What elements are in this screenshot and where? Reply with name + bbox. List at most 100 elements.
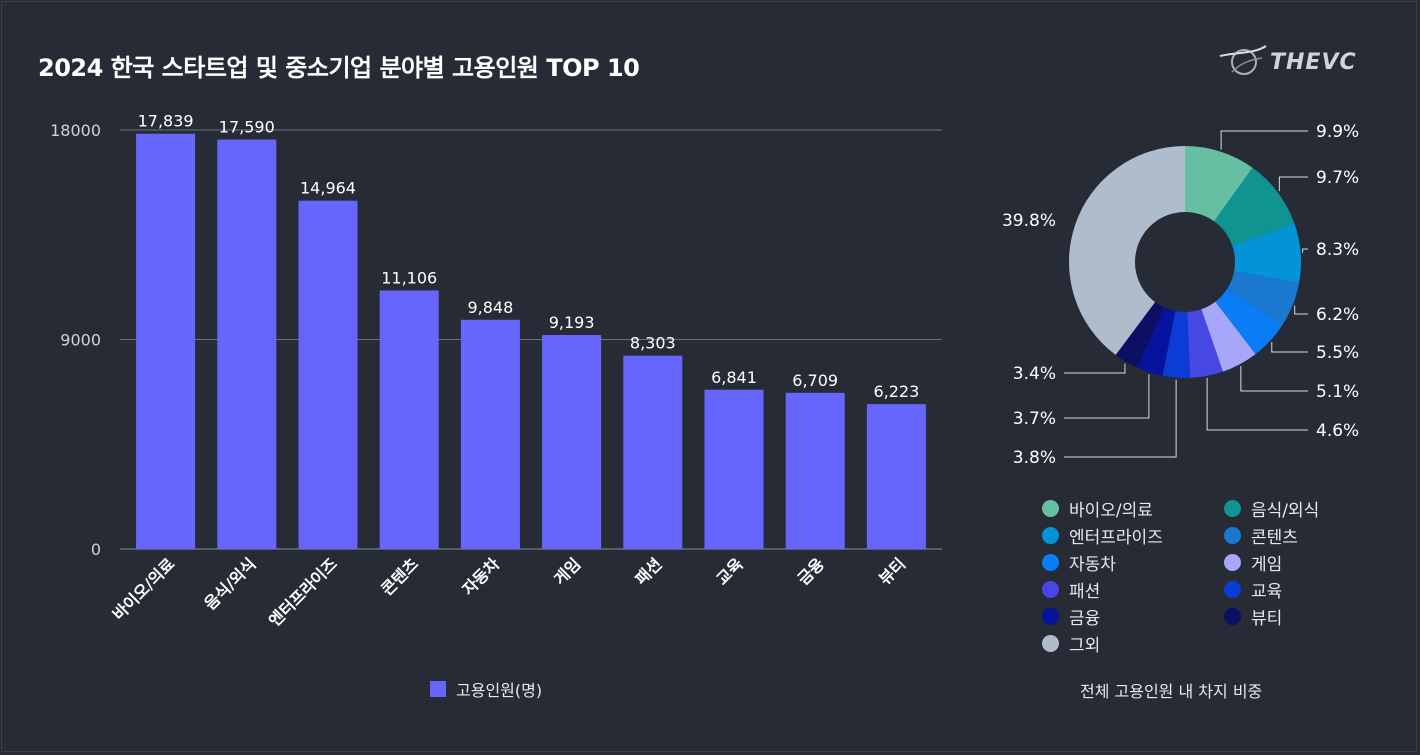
y-tick-label: 9000 — [60, 331, 101, 350]
donut-legend-swatch — [1224, 581, 1241, 598]
bar-value-label: 8,303 — [630, 334, 676, 353]
x-tick-label: 게임 — [550, 554, 584, 588]
donut-legend-item: 음식/외식 — [1224, 498, 1344, 521]
donut-legend-label: 콘텐츠 — [1251, 528, 1298, 548]
x-tick-label: 자동차 — [459, 554, 504, 599]
donut-leader-line — [1271, 341, 1308, 353]
bar — [379, 290, 439, 549]
bar-chart: 0 9000 18000 17,839 바이오/의료 17,590 음식/외식 14,964 엔… — [50, 112, 942, 630]
donut-legend-swatch — [1224, 608, 1241, 625]
donut-legend-label: 게임 — [1251, 555, 1283, 575]
donut-legend-swatch — [1042, 608, 1059, 625]
bar — [623, 355, 683, 549]
donut-slice-label: 4.6% — [1316, 421, 1359, 441]
donut-caption: 전체 고용인원 내 차지 비중 — [1080, 682, 1263, 701]
donut-slice — [1187, 309, 1223, 378]
donut-legend-item: 자동차 — [1042, 552, 1224, 575]
donut-leader-line — [1064, 363, 1126, 374]
donut-legend-item: 게임 — [1224, 552, 1344, 575]
bar — [298, 200, 358, 549]
donut-leader-line — [1294, 305, 1308, 315]
donut-slice-label: 8.3% — [1316, 240, 1359, 260]
bar — [460, 319, 520, 549]
bar-value-label: 17,590 — [219, 118, 275, 137]
donut-legend-item: 뷰티 — [1224, 606, 1344, 629]
bar — [217, 139, 277, 549]
donut-slice — [1136, 307, 1176, 376]
donut-leader-line — [1064, 374, 1150, 419]
donut-legend-label: 그외 — [1069, 636, 1101, 656]
bar-legend: 고용인원(명) — [430, 677, 542, 701]
y-tick-label: 0 — [91, 540, 101, 559]
logo-text: THEVC — [1270, 50, 1357, 75]
bar-value-label: 6,841 — [711, 368, 757, 387]
donut-leader-line — [1220, 130, 1308, 150]
donut-legend-label: 패션 — [1069, 582, 1101, 602]
bar — [136, 133, 196, 549]
donut-slice — [1115, 302, 1165, 368]
donut-legend-swatch — [1224, 554, 1241, 571]
donut-leader-line — [1278, 176, 1308, 192]
donut-legend-label: 음식/외식 — [1251, 501, 1320, 521]
donut-legend-item: 그외 — [1042, 633, 1224, 656]
donut-legend-label: 자동차 — [1069, 555, 1116, 575]
donut-legend-swatch — [1042, 500, 1059, 517]
donut-legend-item: 금융 — [1042, 606, 1224, 629]
donut-slice — [1215, 289, 1283, 355]
donut-chart: 9.9% 9.7% 8.3% 6.2% 5.5% 5.1% 4.6% 3.8% 3.7% 3.4%… — [1002, 122, 1359, 468]
bar-value-label: 6,709 — [792, 371, 838, 390]
bar-value-label: 9,193 — [549, 313, 595, 332]
donut-legend-swatch — [1224, 527, 1241, 544]
donut-leader-line — [1240, 365, 1308, 392]
bar-value-label: 6,223 — [873, 382, 919, 401]
donut-legend-item: 콘텐츠 — [1224, 525, 1344, 548]
donut-slice — [1201, 301, 1256, 372]
bar-value-label: 17,839 — [138, 112, 194, 131]
donut-slice — [1185, 146, 1253, 222]
donut-leader-line — [1302, 248, 1308, 253]
bar-legend-label: 고용인원(명) — [456, 681, 543, 700]
donut-slice-label: 9.7% — [1316, 168, 1359, 188]
donut-legend-swatch — [1042, 527, 1059, 544]
bar — [704, 389, 764, 549]
x-tick-label: 음식/외식 — [200, 554, 259, 613]
donut-legend-label: 바이오/의료 — [1069, 501, 1153, 521]
bar-value-label: 14,964 — [300, 179, 356, 198]
donut-legend-label: 금융 — [1069, 609, 1101, 629]
x-tick-label: 패션 — [631, 554, 665, 588]
donut-slice-label: 5.1% — [1316, 382, 1359, 402]
page-title: 2024 한국 스타트업 및 중소기업 분야별 고용인원 TOP 10 — [38, 54, 640, 82]
x-tick-label: 콘텐츠 — [377, 554, 422, 599]
donut-slice — [1162, 311, 1191, 378]
donut-legend-item: 바이오/의료 — [1042, 498, 1224, 521]
donut-slice-label: 3.4% — [1013, 364, 1056, 384]
bar-value-label: 11,106 — [381, 268, 437, 287]
donut-slice — [1214, 167, 1295, 246]
donut-leader-line — [1064, 379, 1177, 458]
donut-legend-item: 엔터프라이즈 — [1042, 525, 1224, 548]
donut-legend-label: 엔터프라이즈 — [1069, 528, 1163, 548]
donut-legend-item: 교육 — [1224, 579, 1344, 602]
donut-legend-swatch — [1042, 635, 1059, 652]
donut-legend-item: 패션 — [1042, 579, 1224, 602]
x-tick-label: 뷰티 — [875, 554, 909, 588]
x-tick-label: 교육 — [713, 554, 747, 588]
donut-slice — [1069, 146, 1185, 355]
globe-swoosh-icon — [1219, 45, 1267, 75]
bar-legend-swatch — [430, 681, 446, 697]
donut-slice-label: 6.2% — [1316, 305, 1359, 325]
x-tick-label: 바이오/의료 — [109, 554, 179, 624]
donut-slice — [1227, 271, 1300, 325]
x-tick-label: 금융 — [794, 554, 828, 588]
thevc-logo: THEVC — [1218, 42, 1378, 82]
x-tick-label: 엔터프라이즈 — [265, 554, 341, 630]
bar — [785, 392, 845, 549]
donut-slice-label: 3.7% — [1013, 409, 1056, 429]
donut-legend-swatch — [1224, 500, 1241, 517]
y-tick-label: 18000 — [50, 121, 101, 140]
donut-slice-label: 3.8% — [1013, 448, 1056, 468]
bar — [542, 335, 602, 549]
